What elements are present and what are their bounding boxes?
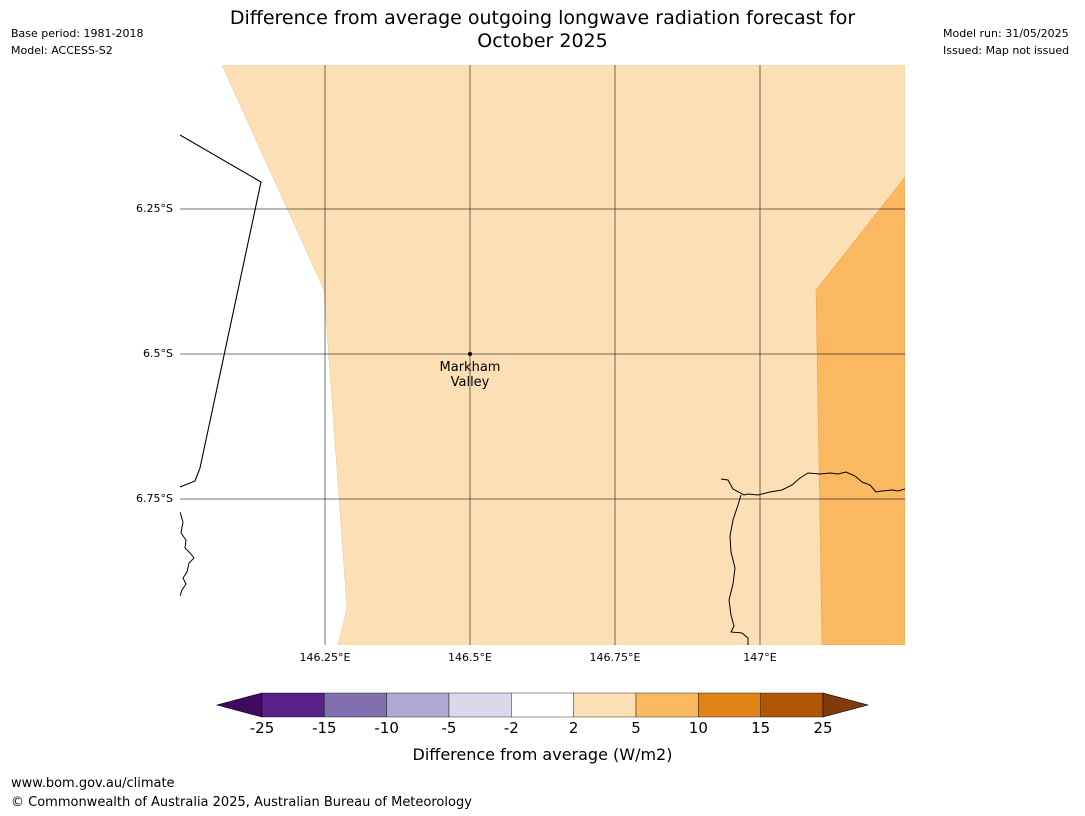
colorbar-tick-label: -2 [503, 719, 519, 737]
location-marker [468, 352, 472, 356]
graticule [180, 65, 905, 645]
header-left: Base period: 1981-2018 Model: ACCESS-S2 [11, 25, 143, 59]
river-line-west [180, 511, 195, 597]
anomaly-region-2-to-5 [221, 65, 905, 645]
colorbar-tick-label: -10 [374, 719, 399, 737]
coastline-east [720, 471, 905, 496]
colorbar-extend-high [822, 692, 870, 718]
footer-url[interactable]: www.bom.gov.au/climate [11, 776, 175, 791]
colorbar-title: Difference from average (W/m2) [412, 745, 673, 764]
colorbar-tick-label: -5 [441, 719, 457, 737]
anomaly-region-5-to-10 [815, 176, 905, 645]
header-right: Model run: 31/05/2025 Issued: Map not is… [943, 25, 1069, 59]
lon-label-147: 147°E [743, 651, 777, 664]
model-run: Model run: 31/05/2025 [943, 27, 1069, 40]
colorbar-tick-label: 5 [631, 719, 641, 737]
base-period: Base period: 1981-2018 [11, 27, 144, 40]
model-name: Model: ACCESS-S2 [11, 44, 113, 57]
issued-status: Issued: Map not issued [943, 44, 1070, 57]
river-line-east [728, 494, 749, 645]
colorbar-segment [324, 692, 387, 718]
lon-label-146-5: 146.5°E [448, 651, 492, 664]
colorbar [215, 692, 870, 718]
lat-label-6-25: 6.25°S [136, 202, 173, 215]
map-title-line2: October 2025 [477, 30, 608, 52]
colorbar-segment [261, 692, 325, 718]
lon-label-146-25: 146.25°E [299, 651, 351, 664]
colorbar-segment [760, 692, 824, 718]
map-title: Difference from average outgoing longwav… [0, 7, 1085, 53]
colorbar-segment [448, 692, 512, 718]
lat-label-6-5: 6.5°S [143, 347, 173, 360]
lon-label-146-75: 146.75°E [589, 651, 641, 664]
colorbar-segment [698, 692, 761, 718]
colorbar-extend-low [215, 692, 263, 718]
colorbar-segment [386, 692, 450, 718]
footer-copyright: © Commonwealth of Australia 2025, Austra… [11, 795, 472, 810]
footer: www.bom.gov.au/climate © Commonwealth of… [11, 774, 472, 812]
district-boundary [180, 134, 262, 488]
colorbar-tick-label: -15 [312, 719, 337, 737]
colorbar-tick-label: 2 [568, 719, 579, 737]
location-name-line1: Markham [439, 360, 501, 375]
colorbar-tick-label: -25 [249, 719, 275, 737]
map-title-line1: Difference from average outgoing longwav… [229, 7, 856, 29]
location-name-line2: Valley [450, 375, 490, 390]
location-label: Markham Valley [420, 360, 520, 390]
colorbar-segment [573, 692, 637, 718]
colorbar-tick-label: 10 [688, 719, 708, 737]
colorbar-tick-label: 15 [751, 719, 771, 737]
colorbar-segment [511, 692, 574, 718]
lat-label-6-75: 6.75°S [136, 492, 173, 505]
colorbar-segment [635, 692, 699, 718]
colorbar-tick-label: 25 [813, 719, 833, 737]
